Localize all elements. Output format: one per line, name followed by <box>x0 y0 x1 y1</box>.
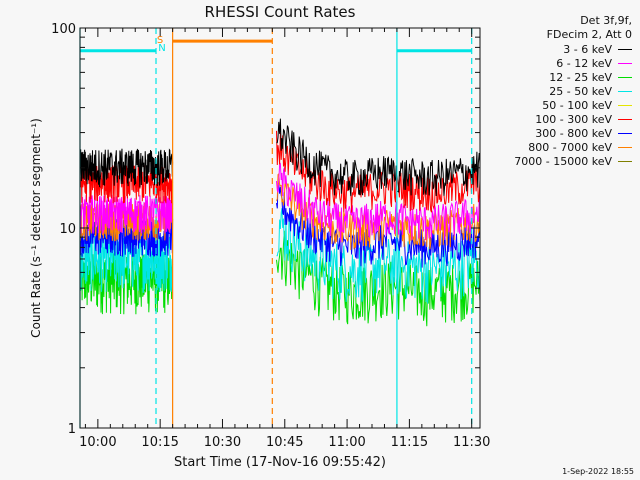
series-line-7-seg-0 <box>79 202 174 242</box>
y-tick-label-2: 100 <box>51 22 76 37</box>
y-axis-label: Count Rate (s⁻¹ detector segment⁻¹) <box>29 118 43 338</box>
legend-label: 12 - 25 keV <box>549 70 612 84</box>
legend-label: 3 - 6 keV <box>563 42 612 56</box>
legend-label: 50 - 100 keV <box>542 98 612 112</box>
series-line-0-seg-1 <box>276 118 481 197</box>
legend-label: 7000 - 15000 keV <box>514 154 612 168</box>
series-line-3-seg-1 <box>276 208 481 304</box>
flag-label-n: N <box>158 43 165 54</box>
legend-entry: 800 - 7000 keV <box>472 140 632 154</box>
legend-swatch <box>618 146 632 148</box>
generated-timestamp: 1-Sep-2022 18:55 <box>562 467 634 476</box>
legend-swatch <box>618 62 632 64</box>
series-line-5-seg-1 <box>276 130 481 213</box>
legend-swatch <box>618 160 632 162</box>
legend-entry: 50 - 100 keV <box>472 98 632 112</box>
legend-label: 100 - 300 keV <box>535 112 612 126</box>
x-tick-label-6: 11:30 <box>453 435 490 450</box>
legend-entry: 12 - 25 keV <box>472 70 632 84</box>
series-line-6-seg-0 <box>79 218 174 258</box>
x-tick-label-2: 10:30 <box>204 435 241 450</box>
x-tick-label-1: 10:15 <box>141 435 178 450</box>
legend-entry: 300 - 800 keV <box>472 126 632 140</box>
legend-entry: 7000 - 15000 keV <box>472 154 632 168</box>
legend-swatch <box>618 132 632 134</box>
legend-label: 25 - 50 keV <box>549 84 612 98</box>
series-line-3-seg-0 <box>79 231 174 293</box>
legend-swatch <box>618 48 632 50</box>
x-tick-label-0: 10:00 <box>79 435 116 450</box>
x-tick-label-4: 11:00 <box>328 435 365 450</box>
x-tick-label-5: 11:15 <box>391 435 428 450</box>
x-tick-label-3: 10:45 <box>266 435 303 450</box>
legend-entry: 3 - 6 keV <box>472 42 632 56</box>
time-range-bars <box>80 39 472 53</box>
legend-label: 6 - 12 keV <box>556 56 612 70</box>
legend-swatch <box>618 76 632 78</box>
y-tick-label-1: 10 <box>59 222 76 237</box>
legend-entry: 100 - 300 keV <box>472 112 632 126</box>
series-line-1-seg-0 <box>79 194 174 234</box>
series-line-1-seg-1 <box>276 162 481 243</box>
legend-entry: 6 - 12 keV <box>472 56 632 70</box>
time-markers <box>79 28 473 428</box>
legend-swatch <box>618 90 632 92</box>
axes: 1 10 100 10:00 10:15 10:30 10:45 11:00 11:15 11:3… <box>51 22 490 450</box>
legend-entry: 25 - 50 keV <box>472 84 632 98</box>
series-line-0-seg-0 <box>79 148 174 188</box>
flag-label-s: S <box>157 35 163 46</box>
series-line-2-seg-0 <box>79 253 174 315</box>
legend-swatch <box>618 104 632 106</box>
data-layer <box>79 118 481 327</box>
legend-header-line-1: Det 3f,9f, <box>580 14 632 27</box>
x-axis-label: Start Time (17-Nov-16 09:55:42) <box>174 455 386 470</box>
legend: Det 3f,9f, FDecim 2, Att 0 3 - 6 keV 6 - … <box>472 14 632 168</box>
legend-entries: 3 - 6 keV 6 - 12 keV 12 - 25 keV 25 - 50 ke… <box>472 42 632 168</box>
legend-header-line-2: FDecim 2, Att 0 <box>546 28 632 41</box>
legend-swatch <box>618 118 632 120</box>
y-tick-label-0: 1 <box>68 422 76 437</box>
chart-title: RHESSI Count Rates <box>205 3 356 21</box>
legend-label: 300 - 800 keV <box>535 126 612 140</box>
legend-label: 800 - 7000 keV <box>528 140 612 154</box>
